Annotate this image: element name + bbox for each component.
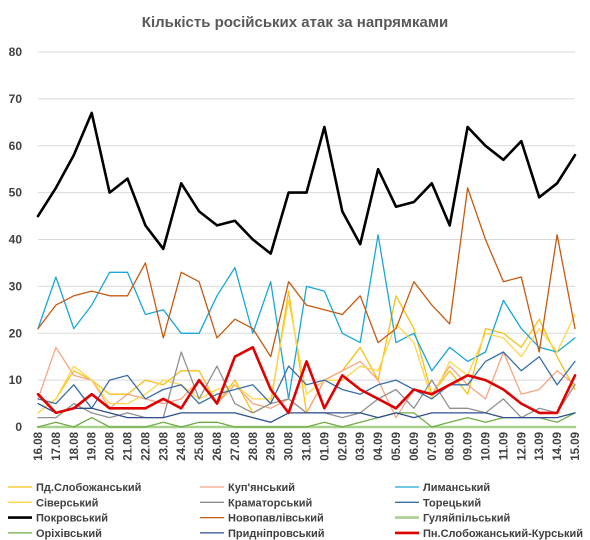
legend-label: Гуляйпільський bbox=[423, 513, 510, 525]
legend-label: Оріхівський bbox=[36, 528, 102, 540]
x-tick-label: 19.08 bbox=[87, 431, 99, 460]
y-tick-label: 0 bbox=[15, 420, 22, 434]
y-tick-label: 10 bbox=[9, 373, 23, 387]
gridlines bbox=[38, 51, 575, 428]
series-line-7 bbox=[37, 187, 576, 358]
legend-label: Торецький bbox=[423, 497, 481, 509]
legend-label: Лиманський bbox=[423, 482, 490, 494]
y-tick-label: 40 bbox=[9, 233, 23, 247]
x-axis-ticks: 16.08 17.08 18.08 19.08 20.08 21.08 22.08 23.08… bbox=[33, 431, 582, 460]
x-tick-label: 11.09 bbox=[498, 432, 510, 460]
y-tick-label: 30 bbox=[9, 279, 23, 293]
series-lines bbox=[36, 111, 577, 429]
x-tick-label: 12.09 bbox=[516, 432, 528, 461]
x-tick-label: 06.09 bbox=[409, 432, 421, 461]
x-tick-label: 01.09 bbox=[319, 432, 331, 461]
y-tick-label: 50 bbox=[9, 186, 23, 200]
x-tick-label: 23.08 bbox=[158, 431, 170, 460]
series-line-3 bbox=[37, 299, 576, 414]
x-tick-label: 04.09 bbox=[373, 432, 385, 461]
x-tick-label: 31.08 bbox=[302, 431, 314, 460]
legend-label: Сіверський bbox=[36, 497, 98, 509]
series-line-5 bbox=[37, 351, 576, 409]
x-tick-label: 28.08 bbox=[248, 431, 260, 460]
x-tick-label: 07.09 bbox=[427, 432, 439, 461]
legend-label: Краматорський bbox=[228, 497, 312, 509]
legend-label: Пн.Слобожанський-Курський bbox=[423, 528, 583, 540]
x-tick-label: 21.08 bbox=[123, 431, 135, 460]
series-line-11 bbox=[36, 345, 577, 415]
x-tick-label: 08.09 bbox=[445, 432, 457, 461]
x-tick-label: 27.08 bbox=[230, 431, 242, 460]
x-tick-label: 03.09 bbox=[355, 432, 367, 461]
legend-label: Куп'янський bbox=[228, 482, 295, 494]
y-tick-label: 20 bbox=[9, 326, 23, 340]
x-tick-label: 18.08 bbox=[69, 431, 81, 460]
x-tick-label: 15.09 bbox=[570, 432, 582, 461]
legend-label: Покровський bbox=[36, 513, 108, 525]
legend: Пд.Слобожанський Куп'янський Лиманський Сів… bbox=[8, 482, 583, 540]
series-line-6 bbox=[36, 111, 577, 255]
x-tick-label: 25.08 bbox=[194, 431, 206, 460]
x-tick-label: 22.08 bbox=[140, 431, 152, 460]
x-tick-label: 14.09 bbox=[552, 432, 564, 461]
x-tick-label: 30.08 bbox=[284, 431, 296, 460]
x-tick-label: 02.09 bbox=[337, 432, 349, 461]
y-axis-ticks: 0 10 20 30 40 50 60 70 80 bbox=[9, 45, 23, 434]
x-tick-label: 10.09 bbox=[481, 432, 493, 461]
chart-title: Кількість російських атак за напрямками bbox=[142, 14, 448, 31]
x-tick-label: 13.09 bbox=[534, 432, 546, 461]
legend-label: Пд.Слобожанський bbox=[36, 482, 141, 494]
series-line-10 bbox=[37, 402, 576, 423]
x-tick-label: 29.08 bbox=[266, 431, 278, 460]
x-tick-label: 20.08 bbox=[105, 431, 117, 460]
y-tick-label: 70 bbox=[9, 92, 23, 106]
y-tick-label: 60 bbox=[9, 139, 23, 153]
x-tick-label: 16.08 bbox=[33, 431, 45, 460]
x-tick-label: 17.08 bbox=[51, 431, 63, 460]
y-tick-label: 80 bbox=[9, 45, 23, 59]
series-line-9 bbox=[37, 412, 576, 428]
legend-label: Новопавлівський bbox=[228, 513, 324, 525]
x-tick-label: 05.09 bbox=[391, 432, 403, 461]
legend-label: Придніпровський bbox=[228, 528, 325, 540]
x-tick-label: 09.09 bbox=[463, 432, 475, 461]
x-tick-label: 26.08 bbox=[212, 431, 224, 460]
series-line-2 bbox=[37, 234, 576, 400]
x-tick-label: 24.08 bbox=[176, 431, 188, 460]
